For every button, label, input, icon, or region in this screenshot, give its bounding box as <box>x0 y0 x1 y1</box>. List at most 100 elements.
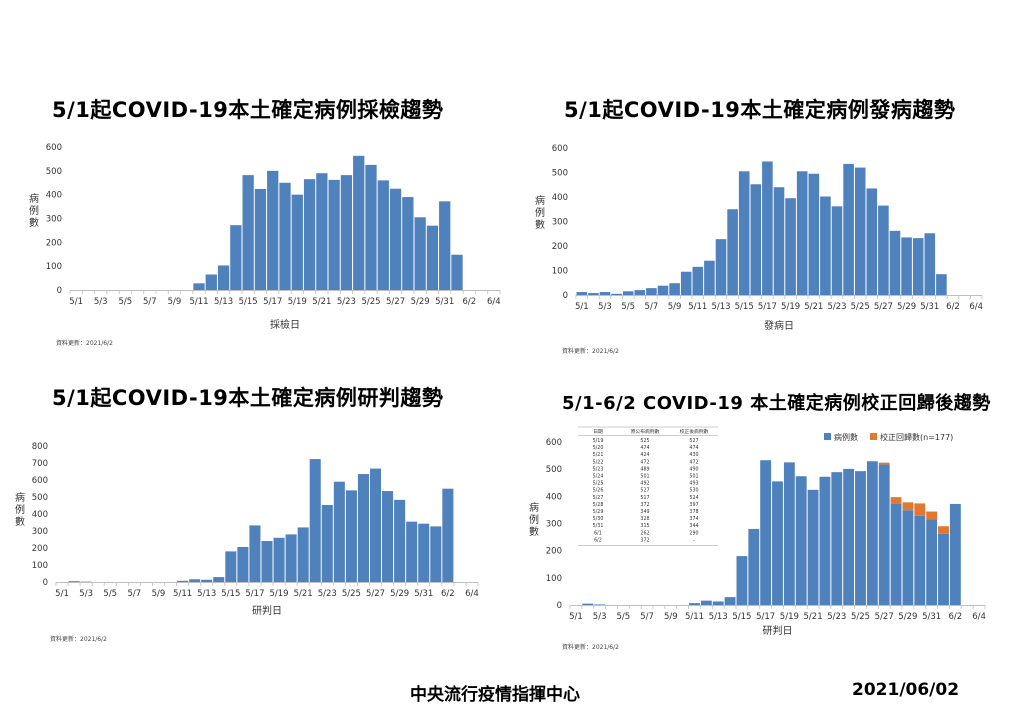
x-tick-label: 5/7 <box>640 612 654 622</box>
bar <box>843 163 854 295</box>
y-tick-label: 300 <box>552 218 568 228</box>
table-cell: 524 <box>689 495 698 501</box>
bar <box>237 546 249 582</box>
bar <box>914 515 926 605</box>
bar <box>689 603 700 605</box>
report-date: 2021/06/02 <box>852 680 960 700</box>
table-cell: 472 <box>689 459 698 465</box>
bar <box>622 291 634 295</box>
bar <box>328 179 340 290</box>
x-tick-label: 6/4 <box>487 297 501 307</box>
chart-panel-confirmation: 5/1起COVID-19本土確定病例研判趨勢 0 100 200 300 400 500 6… <box>0 362 512 662</box>
bar <box>724 597 736 605</box>
x-tick-label: 6/4 <box>972 612 986 622</box>
x-tick-label: 5/9 <box>152 589 166 599</box>
y-tick-label: 800 <box>32 442 48 452</box>
bar <box>843 468 855 605</box>
table-cell: 5/21 <box>593 452 604 458</box>
bar <box>807 489 819 605</box>
x-axis-label: 發病日 <box>764 319 794 332</box>
table-cell: - <box>693 538 695 543</box>
y-tick-label: 0 <box>57 286 62 296</box>
x-tick-label: 5/23 <box>827 302 846 312</box>
bar <box>205 274 217 290</box>
bar <box>213 577 225 582</box>
table-header: 日期 <box>593 429 603 435</box>
bar <box>389 188 402 290</box>
x-tick-label: 5/25 <box>851 302 870 312</box>
bar <box>704 260 715 295</box>
y-axis-label: 病例數 <box>535 194 545 231</box>
bar <box>762 161 773 295</box>
bar <box>291 194 303 290</box>
x-tick-label: 5/17 <box>756 612 775 622</box>
y-tick-label: 400 <box>46 191 62 201</box>
x-tick-label: 5/11 <box>173 589 192 599</box>
chart-panel-corrected: 5/1-6/2 COVID-19 本土確定病例校正回歸後趨勢 0 100 200 30… <box>512 362 1024 662</box>
x-tick-label: 5/11 <box>688 302 707 312</box>
x-tick-label: 5/3 <box>79 589 93 599</box>
bar <box>68 581 80 582</box>
x-tick-label: 5/25 <box>342 589 361 599</box>
bar <box>727 209 738 295</box>
legend-entry: 病例數 <box>834 432 858 442</box>
bar <box>406 521 418 582</box>
x-tick-label: 5/7 <box>128 589 142 599</box>
bar <box>267 170 279 290</box>
x-axis-label: 研判日 <box>763 625 793 637</box>
x-tick-label: 5/23 <box>827 612 846 622</box>
x-tick-label: 5/19 <box>781 302 800 312</box>
table-cell: 525 <box>640 438 649 444</box>
x-tick-label: 5/17 <box>758 302 777 312</box>
bar <box>177 580 189 582</box>
table-cell: 472 <box>640 459 649 465</box>
bar <box>353 155 365 290</box>
bar <box>866 461 878 605</box>
x-tick-label: 5/23 <box>337 297 356 307</box>
bar-correction <box>938 526 949 534</box>
bar <box>316 173 328 290</box>
bar <box>430 526 442 582</box>
bar <box>321 504 333 582</box>
bar <box>760 460 772 605</box>
bar <box>646 288 657 295</box>
table-cell: 344 <box>689 523 698 529</box>
table-cell: 492 <box>640 481 649 487</box>
bar <box>820 196 831 295</box>
bar <box>365 164 377 290</box>
x-tick-label: 5/13 <box>711 302 730 312</box>
table-cell: 328 <box>640 516 649 522</box>
bar <box>414 217 426 290</box>
x-tick-label: 6/4 <box>465 589 479 599</box>
bar-correction <box>878 462 890 465</box>
x-tick-label: 5/29 <box>411 297 430 307</box>
bar-correction <box>914 503 926 516</box>
table-cell: 5/30 <box>593 516 604 522</box>
bar <box>394 499 406 582</box>
x-tick-label: 5/9 <box>664 612 678 622</box>
y-tick-label: 0 <box>557 601 562 611</box>
bar <box>273 537 285 582</box>
bar <box>193 283 205 290</box>
bar <box>936 274 947 295</box>
table-cell: 5/19 <box>593 438 604 444</box>
table-cell: 5/20 <box>593 445 604 451</box>
chart-title: 5/1起COVID-19本土確定病例研判趨勢 <box>52 386 444 410</box>
table-header: 校正後病例數 <box>680 428 709 435</box>
bar <box>426 225 439 290</box>
table-cell: 372 <box>640 502 649 508</box>
bar <box>938 533 949 605</box>
x-tick-label: 5/5 <box>617 612 631 622</box>
y-axis-label: 病例數 <box>29 192 39 229</box>
bar <box>303 179 316 290</box>
bar <box>230 225 242 290</box>
x-tick-label: 5/21 <box>804 612 823 622</box>
data-update-note: 資料更新：2021/6/2 <box>562 348 619 355</box>
y-tick-label: 500 <box>546 465 562 475</box>
x-tick-label: 5/27 <box>875 612 894 622</box>
x-tick-label: 5/29 <box>390 589 409 599</box>
bar <box>692 266 704 295</box>
table-cell: 530 <box>689 488 698 494</box>
bar <box>402 197 414 290</box>
x-tick-label: 6/4 <box>969 302 983 312</box>
